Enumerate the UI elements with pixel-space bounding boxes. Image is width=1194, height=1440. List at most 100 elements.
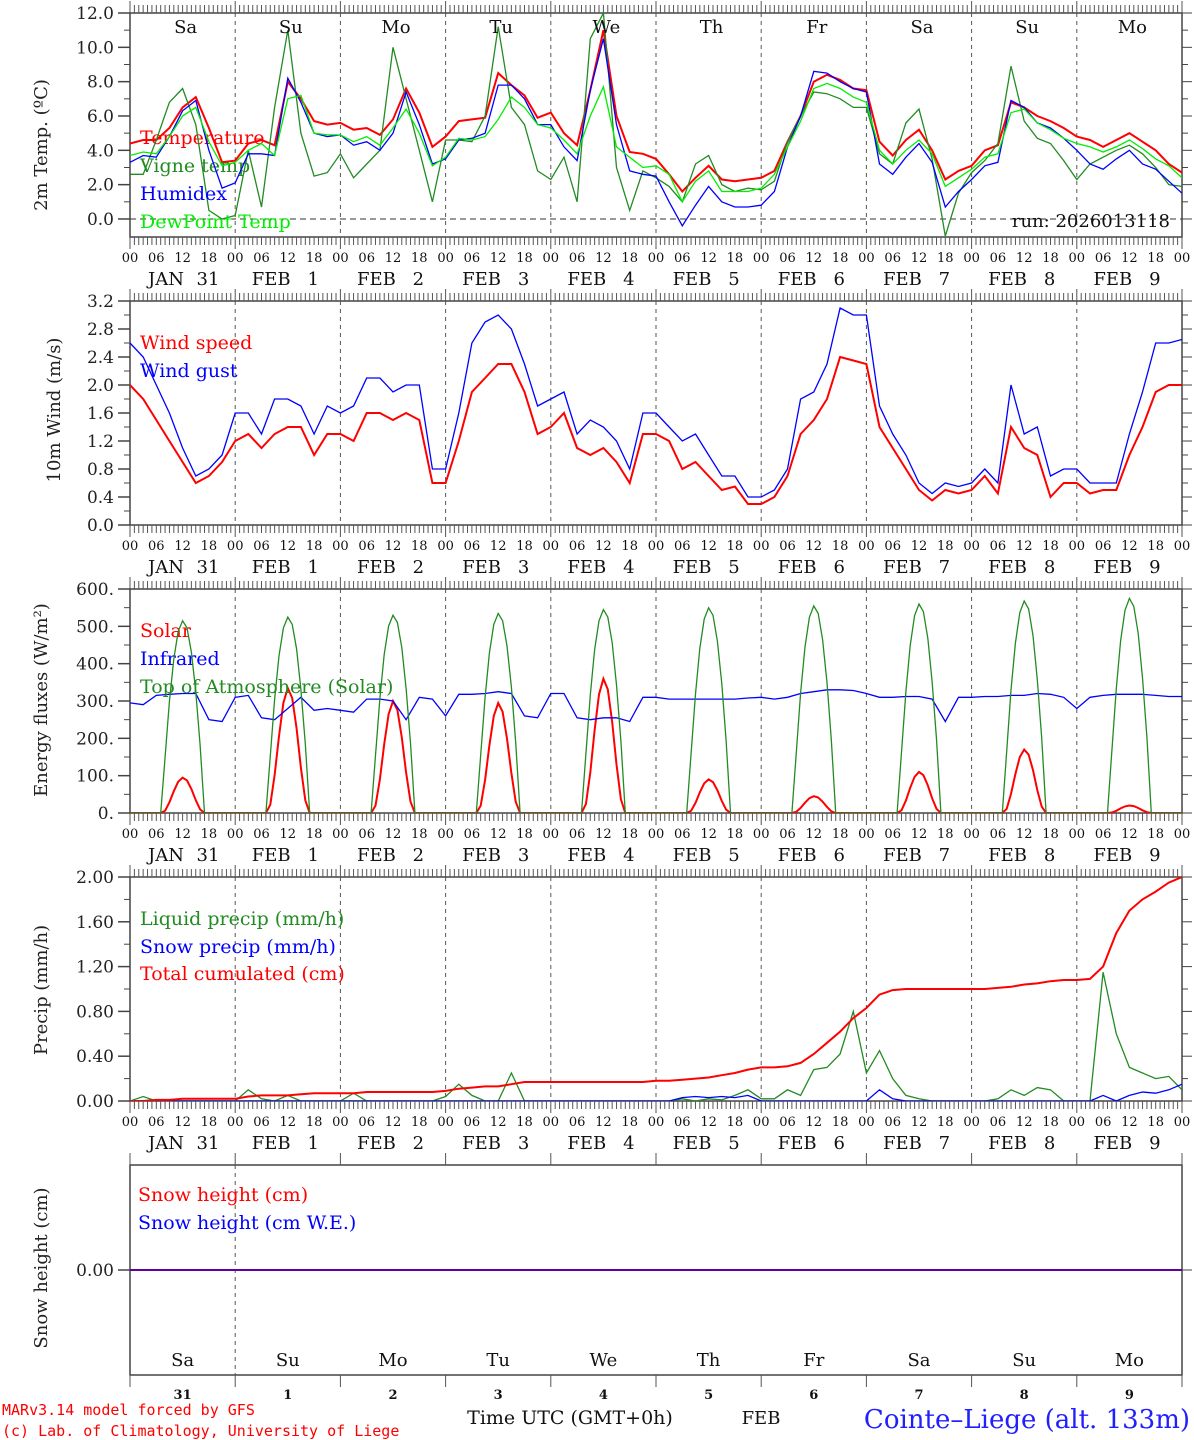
series-line-dewpoint-temp [130, 82, 1182, 204]
date-month-label: FEB [1093, 269, 1132, 290]
y-tick-label: 200. [76, 729, 114, 749]
hour-tick-label: 18 [1147, 1115, 1164, 1130]
hour-tick-label: 06 [990, 1115, 1007, 1130]
hour-tick-label: 18 [1042, 827, 1059, 842]
hour-tick-label: 06 [1095, 827, 1112, 842]
hour-tick-label: 18 [832, 251, 849, 266]
date-day-label: 2 [413, 845, 424, 866]
y-tick-label: 500. [76, 617, 114, 637]
hour-tick-label: 18 [306, 1115, 323, 1130]
hour-tick-label: 12 [174, 539, 191, 554]
day-number-label: 2 [388, 1388, 397, 1403]
hour-tick-label: 00 [1069, 539, 1086, 554]
weekday-label: Su [279, 17, 303, 38]
hour-tick-label: 00 [437, 827, 454, 842]
y-tick-label: 300. [76, 692, 114, 712]
hour-tick-label: 00 [963, 539, 980, 554]
y-axis-title: Precip (mm/h) [31, 925, 52, 1055]
hour-tick-label: 18 [1042, 1115, 1059, 1130]
hour-tick-label: 12 [385, 251, 402, 266]
series-line-solar [130, 675, 1182, 813]
legend-entry: Snow precip (mm/h) [140, 936, 336, 958]
y-tick-label: 2.4 [87, 348, 114, 368]
date-month-label: FEB [357, 557, 396, 578]
date-month-label: FEB [988, 269, 1027, 290]
date-month-label: FEB [778, 269, 817, 290]
hour-tick-label: 00 [122, 827, 139, 842]
hour-tick-label: 12 [385, 539, 402, 554]
hour-tick-label: 18 [201, 1115, 218, 1130]
date-day-label: 9 [1149, 557, 1160, 578]
date-day-label: 7 [939, 1133, 950, 1154]
hour-tick-label: 18 [516, 539, 533, 554]
hour-tick-label: 06 [990, 251, 1007, 266]
legend-entry: Total cumulated (cm) [140, 963, 345, 985]
hour-tick-label: 06 [990, 539, 1007, 554]
hour-tick-label: 12 [1016, 1115, 1033, 1130]
y-tick-label: 2.8 [87, 320, 114, 340]
hour-tick-label: 00 [648, 539, 665, 554]
hour-tick-label: 00 [753, 539, 770, 554]
hour-tick-label: 00 [1069, 827, 1086, 842]
hour-tick-label: 18 [727, 539, 744, 554]
hour-tick-label: 00 [648, 1115, 665, 1130]
hour-tick-label: 12 [595, 1115, 612, 1130]
date-day-label: 3 [518, 269, 529, 290]
hour-tick-label: 06 [148, 827, 165, 842]
hour-tick-label: 00 [1174, 251, 1191, 266]
date-day-label: 5 [728, 557, 739, 578]
hour-tick-label: 06 [148, 1115, 165, 1130]
hour-tick-label: 00 [122, 251, 139, 266]
legend-entry: Top of Atmosphere (Solar) [140, 676, 393, 698]
hour-tick-label: 12 [700, 251, 717, 266]
hour-tick-label: 12 [1016, 251, 1033, 266]
weekday-label: Sa [171, 1350, 194, 1371]
hour-tick-label: 06 [990, 827, 1007, 842]
hour-tick-label: 18 [201, 251, 218, 266]
day-number-label: 5 [704, 1388, 713, 1403]
hour-tick-label: 06 [779, 1115, 796, 1130]
hour-tick-label: 12 [911, 251, 928, 266]
hour-tick-label: 06 [779, 539, 796, 554]
panel-precip: 0.00 0.40 0.80 1.20 1.60 2.00 Precip (mm/h) Liq… [31, 865, 1192, 1154]
weekday-label: Mo [1115, 1350, 1144, 1371]
hour-tick-label: 12 [806, 827, 823, 842]
weekday-label: Sa [174, 17, 197, 38]
date-day-label: 8 [1044, 1133, 1055, 1154]
day-number-label: 31 [174, 1388, 192, 1403]
hour-tick-label: 00 [543, 251, 560, 266]
weekday-label: We [593, 17, 621, 38]
weekday-label: Fr [803, 1350, 824, 1371]
series-line-infrared [130, 689, 1182, 723]
hour-tick-label: 06 [253, 539, 270, 554]
series-line-wind-gust [130, 307, 1182, 498]
panel-wind: 0.0 0.4 0.8 1.2 1.6 2.0 2.4 2.8 3.2 10m Wind (m/s… [44, 289, 1192, 578]
hour-tick-label: 18 [1042, 539, 1059, 554]
date-month-label: JAN [146, 557, 184, 578]
hour-tick-label: 18 [832, 1115, 849, 1130]
y-tick-label: 3.2 [87, 292, 114, 312]
panel-snow: 0.00 Snow height (cm) Snow height (cm) Snow… [31, 1153, 1192, 1403]
date-month-label: JAN [146, 1133, 184, 1154]
y-axis-title: 2m Temp. (ºC) [31, 79, 52, 211]
hour-tick-label: 12 [595, 539, 612, 554]
hour-tick-label: 00 [648, 827, 665, 842]
hour-tick-label: 06 [1095, 1115, 1112, 1130]
hour-tick-label: 18 [516, 251, 533, 266]
date-month-label: JAN [146, 269, 184, 290]
weekday-label: Tu [486, 1350, 510, 1371]
hour-tick-label: 18 [411, 539, 428, 554]
y-tick-label: 0. [98, 804, 114, 824]
series-line-humidex [130, 38, 1182, 228]
date-month-label: FEB [988, 557, 1027, 578]
y-tick-label: 2.00 [76, 868, 114, 888]
date-month-label: FEB [778, 557, 817, 578]
hour-tick-label: 12 [1121, 827, 1138, 842]
hour-tick-label: 06 [1095, 539, 1112, 554]
date-day-label: 7 [939, 557, 950, 578]
date-month-label: FEB [252, 269, 291, 290]
date-month-label: FEB [1093, 845, 1132, 866]
hour-tick-label: 00 [753, 827, 770, 842]
hour-tick-label: 06 [779, 827, 796, 842]
hour-tick-label: 18 [201, 827, 218, 842]
